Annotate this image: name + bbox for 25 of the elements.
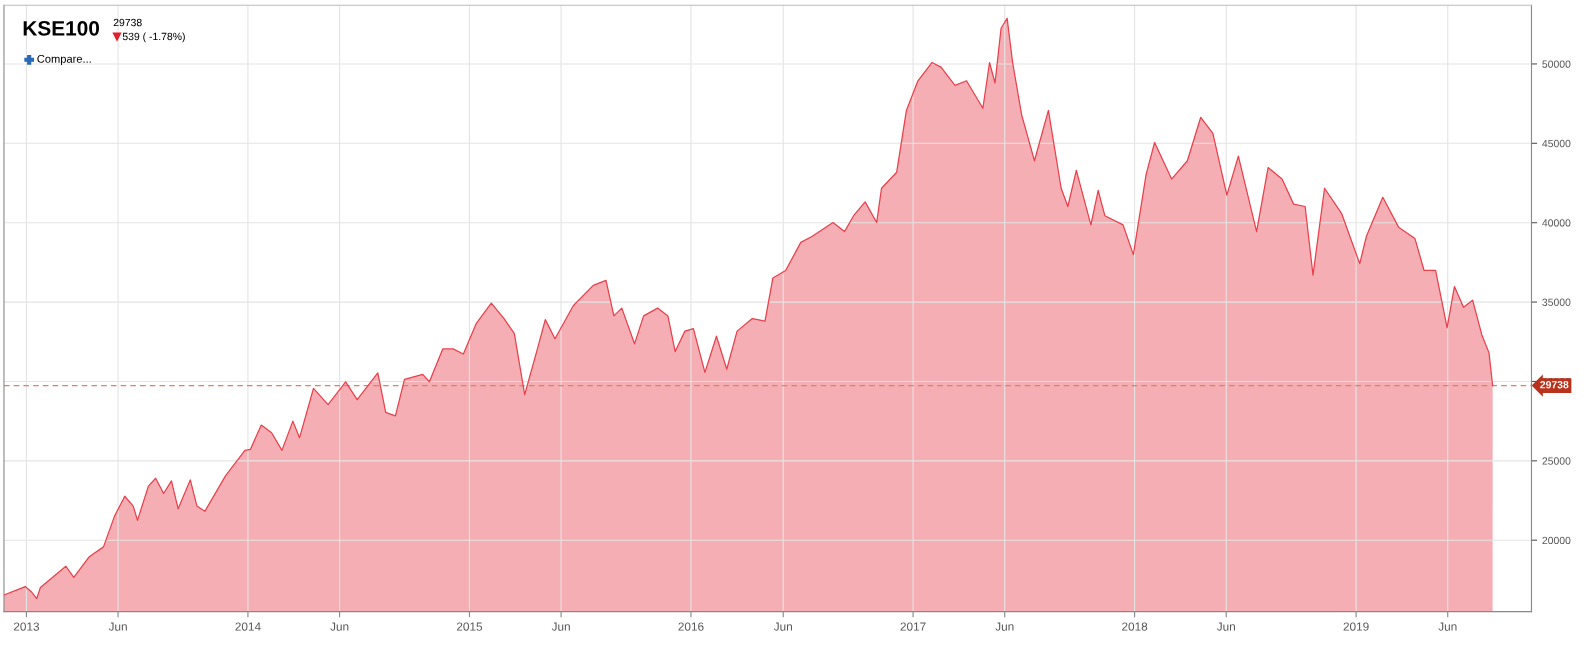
y-tick-label: 40000 [1542,219,1571,227]
x-tick-label: 2013 [13,622,40,631]
y-tick-label: 50000 [1542,60,1571,68]
x-tick-label: 2014 [235,622,261,631]
ref-line-label: 29738 [1540,381,1569,389]
x-tick-label: 2015 [456,622,483,631]
x-tick-label: Jun [551,622,570,631]
y-tick-label: 35000 [1542,298,1571,306]
x-tick-label: 2016 [678,622,704,631]
x-tick-label: 2019 [1343,622,1369,631]
x-tick-label: Jun [330,622,349,631]
annotation: Compare... [37,54,91,65]
text: 29738 [113,18,142,27]
text: KSE100 [23,20,100,36]
y-tick-label: 20000 [1542,536,1571,545]
x-tick-label: 2018 [1122,622,1148,631]
x-tick-label: Jun [1438,622,1457,631]
y-tick-label: 25000 [1542,457,1571,465]
x-tick-label: Jun [108,622,127,631]
annotation: 539 ( -1.78%) [122,32,185,43]
x-tick-label: Jun [1216,622,1235,631]
y-tick-label: 45000 [1542,139,1571,148]
x-tick-label: Jun [995,622,1014,631]
x-tick-label: 2017 [900,622,926,631]
x-tick-label: Jun [773,622,792,631]
